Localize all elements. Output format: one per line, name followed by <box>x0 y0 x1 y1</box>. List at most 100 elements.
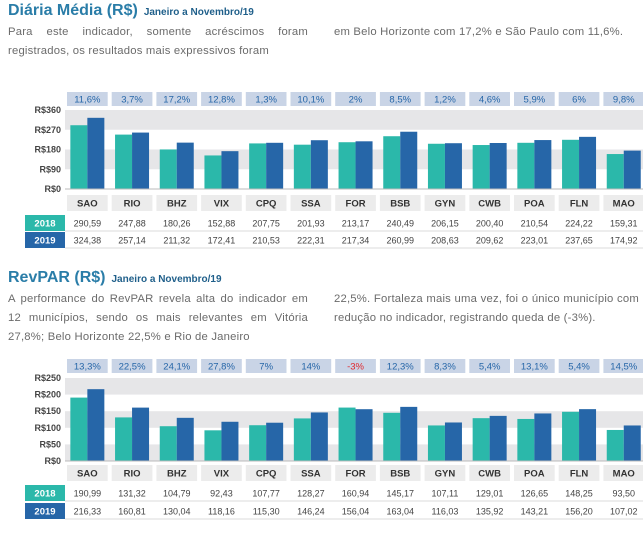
grid-band <box>65 110 643 130</box>
value-label: 148,25 <box>565 489 593 499</box>
bar-2018 <box>159 426 177 461</box>
category-label: SAO <box>77 469 98 480</box>
bar-2019 <box>534 140 552 189</box>
change-label: 5,9% <box>524 95 546 106</box>
change-label: 12,3% <box>387 362 414 373</box>
y-tick-label: R$180 <box>34 145 61 155</box>
category-cell <box>379 465 421 481</box>
change-box <box>245 359 287 373</box>
category-label: CWB <box>478 199 501 210</box>
change-label: -3% <box>347 362 364 373</box>
change-box <box>290 92 332 106</box>
y-tick-label: R$270 <box>34 125 61 135</box>
bar-2019 <box>266 142 284 189</box>
value-label: 208,63 <box>431 236 459 246</box>
change-label: 4,6% <box>479 95 501 106</box>
value-label: 107,11 <box>432 489 459 499</box>
category-cell <box>603 465 643 481</box>
change-box <box>201 359 242 373</box>
change-box <box>156 359 198 373</box>
value-label: 135,92 <box>476 507 504 517</box>
section-title: RevPAR (R$) Janeiro a Novembro/19 <box>8 269 222 287</box>
change-label: 14% <box>301 362 321 373</box>
bar-2018 <box>517 418 535 461</box>
change-box <box>603 359 643 373</box>
category-label: BSB <box>390 469 410 480</box>
bar-2019 <box>132 132 150 189</box>
category-label: POA <box>524 199 545 210</box>
category-label: VIX <box>214 199 230 210</box>
bar-2018 <box>204 155 222 189</box>
category-cell <box>603 195 643 211</box>
bar-2018 <box>70 125 88 189</box>
bar-2019 <box>444 422 462 461</box>
bar-2018 <box>472 145 490 189</box>
value-label: 163,04 <box>386 507 414 517</box>
bar-2019 <box>87 389 105 461</box>
section-subtitle: Janeiro a Novembro/19 <box>143 7 254 18</box>
category-cell <box>111 195 153 211</box>
change-label: 6% <box>572 95 586 106</box>
category-label: SAO <box>77 199 98 210</box>
bar-2019 <box>623 425 641 461</box>
paragraph-right: 22,5%. Fortaleza mais uma vez, foi o úni… <box>334 293 639 324</box>
bar-2018 <box>70 397 88 461</box>
category-label: SSA <box>301 469 321 480</box>
chart-revpar: R$250 R$200 R$150 R$100 R$50 R$0 13,3% 22,5% 24,… <box>25 359 643 520</box>
category-cell <box>514 195 555 211</box>
legend-label: 2018 <box>34 489 55 500</box>
change-box <box>335 359 376 373</box>
change-box <box>558 92 600 106</box>
paragraph-left: A performance do RevPAR revela alta do i… <box>8 293 308 343</box>
category-label: FLN <box>570 199 589 210</box>
category-cell <box>67 195 108 211</box>
value-label: 216,33 <box>74 507 102 517</box>
bar-2019 <box>579 409 597 461</box>
y-tick-label: R$250 <box>34 373 61 383</box>
legend-cell <box>25 232 65 248</box>
bar-2019 <box>176 417 194 461</box>
value-label: 223,01 <box>521 236 549 246</box>
change-label: 1,3% <box>255 95 277 106</box>
change-box <box>201 92 242 106</box>
value-label: 247,88 <box>118 219 146 229</box>
y-tick-label: R$150 <box>34 406 61 416</box>
change-label: 2% <box>349 95 363 106</box>
value-label: 160,94 <box>342 489 370 499</box>
change-label: 1,2% <box>434 95 456 106</box>
category-label: VIX <box>214 469 230 480</box>
value-label: 156,20 <box>565 507 593 517</box>
change-box <box>379 359 421 373</box>
change-label: 8,3% <box>434 362 456 373</box>
section-title: Diária Média (R$) Janeiro a Novembro/19 <box>8 2 254 20</box>
category-cell <box>424 465 466 481</box>
section-subtitle: Janeiro a Novembro/19 <box>111 274 222 285</box>
bar-2019 <box>579 136 597 189</box>
bar-2019 <box>87 117 105 189</box>
value-label: 257,14 <box>118 236 146 246</box>
value-label: 107,02 <box>610 507 638 517</box>
bar-2018 <box>606 154 624 189</box>
change-box <box>67 92 108 106</box>
value-label: 224,22 <box>565 219 593 229</box>
bar-2018 <box>115 134 133 189</box>
change-label: 5,4% <box>568 362 590 373</box>
category-label: FOR <box>346 469 366 480</box>
category-cell <box>290 195 332 211</box>
chart-diaria-media: R$360 R$270 R$180 R$90 R$0 11,6% 3,7% 17,2% 12,8… <box>25 92 643 249</box>
bar-2018 <box>517 142 535 189</box>
bar-2018 <box>562 139 580 189</box>
legend-cell <box>25 485 65 501</box>
value-label: 128,27 <box>297 489 325 499</box>
bar-2018 <box>293 418 311 461</box>
bar-2018 <box>204 430 222 461</box>
category-label: SSA <box>301 199 321 210</box>
paragraph-right: em Belo Horizonte com 17,2% e São Paulo … <box>334 26 624 38</box>
category-cell <box>335 195 376 211</box>
value-label: 118,16 <box>208 507 235 517</box>
bar-2019 <box>310 140 328 189</box>
legend-cell <box>25 215 65 231</box>
value-label: 104,79 <box>163 489 191 499</box>
y-tick-label: R$200 <box>34 390 61 400</box>
value-label: 126,65 <box>521 489 549 499</box>
